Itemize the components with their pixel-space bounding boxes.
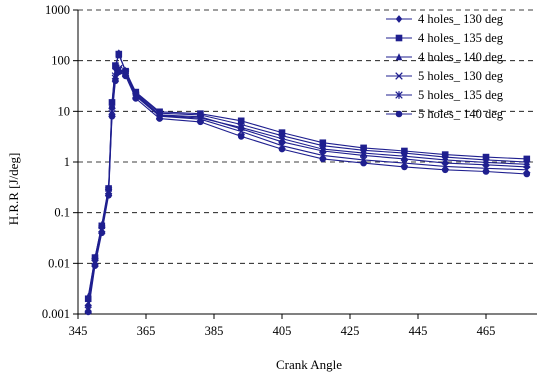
x-tick-label: 425 (341, 324, 360, 338)
data-point-marker (400, 152, 409, 161)
data-point-marker (395, 34, 403, 42)
data-point-marker (115, 50, 123, 59)
y-tick-labels: 0.001 0.01 0.1 1 10 100 1000 (42, 3, 70, 321)
y-axis-title: H.R.R [J/deg] (6, 153, 21, 226)
legend: 4 holes_ 130 deg 4 holes_ 135 deg 4 holes_… (386, 12, 504, 121)
data-point-marker (132, 95, 140, 102)
legend-entry: 5 holes_ 130 deg (386, 69, 504, 83)
legend-label: 5 holes_ 140 deg (418, 107, 504, 121)
legend-entry: 4 holes_ 130 deg (386, 12, 504, 26)
x-tick-label: 365 (137, 324, 156, 338)
data-point-marker (523, 170, 531, 178)
series-line (87, 67, 527, 309)
legend-label: 5 holes_ 135 deg (418, 88, 504, 102)
legend-entry: 5 holes_ 135 deg (386, 88, 504, 102)
x-tick-label: 345 (69, 324, 88, 338)
y-tick-label: 0.01 (48, 256, 70, 270)
data-point-marker (441, 166, 449, 174)
data-point-marker (441, 156, 449, 164)
data-point-marker (115, 68, 123, 76)
y-tick-label: 0.1 (54, 206, 70, 220)
data-point-marker (401, 163, 408, 171)
x-axis-title: Crank Angle (276, 357, 342, 372)
data-point-marker (278, 145, 286, 153)
data-point-marker (122, 72, 129, 80)
series-4 (84, 66, 531, 314)
data-point-marker (105, 192, 112, 199)
data-point-marker (523, 160, 531, 169)
data-point-marker (98, 229, 106, 237)
legend-entry: 4 holes_ 135 deg (386, 31, 504, 45)
y-tick-label: 10 (58, 104, 71, 118)
x-tick-label: 465 (477, 324, 496, 338)
series-6 (84, 68, 531, 316)
data-point-marker (319, 145, 327, 153)
grid-lines (78, 9, 537, 264)
data-point-marker (395, 91, 403, 99)
data-point-marker (278, 134, 286, 143)
y-tick-label: 1000 (45, 3, 70, 17)
data-point-marker (108, 100, 116, 108)
data-point-marker (319, 155, 327, 163)
x-tick-label: 385 (205, 324, 224, 338)
data-series (84, 49, 531, 316)
data-point-marker (112, 77, 119, 85)
y-tick-label: 100 (51, 54, 70, 68)
legend-label: 4 holes_ 130 deg (418, 12, 504, 26)
data-point-marker (84, 308, 92, 316)
axes (73, 9, 537, 319)
legend-label: 4 holes_ 140 deg (418, 50, 504, 64)
data-point-marker (395, 15, 403, 23)
data-point-marker (360, 159, 367, 167)
y-tick-label: 1 (64, 155, 70, 169)
legend-entry: 5 holes_ 140 deg (386, 107, 504, 121)
x-tick-label: 405 (273, 324, 292, 338)
data-point-marker (395, 72, 403, 80)
legend-label: 5 holes_ 130 deg (418, 69, 504, 83)
data-point-marker (197, 118, 204, 126)
data-point-marker (395, 110, 403, 118)
legend-entry: 4 holes_ 140 deg (386, 50, 504, 64)
data-point-marker (395, 53, 403, 61)
data-point-marker (482, 158, 490, 167)
data-point-marker (237, 133, 245, 140)
legend-label: 4 holes_ 135 deg (418, 31, 504, 45)
x-tick-labels: 345 365 385 405 425 445 465 (69, 324, 496, 338)
data-point-marker (482, 168, 490, 175)
y-tick-label: 0.001 (42, 307, 70, 321)
data-point-marker (91, 262, 99, 269)
data-point-marker (359, 149, 368, 157)
data-point-marker (237, 123, 245, 132)
data-point-marker (156, 115, 163, 122)
x-tick-label: 445 (409, 324, 428, 338)
data-point-marker (108, 112, 116, 120)
